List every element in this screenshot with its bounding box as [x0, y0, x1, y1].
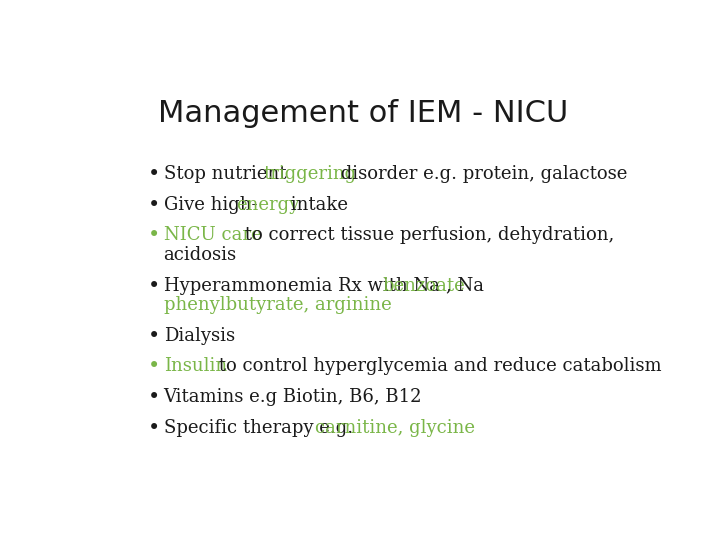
Text: Vitamins e.g Biotin, B6, B12: Vitamins e.g Biotin, B6, B12 — [163, 388, 422, 406]
Text: intake: intake — [285, 195, 348, 214]
Text: Hyperammonemia Rx with Na: Hyperammonemia Rx with Na — [163, 276, 446, 294]
Text: phenylbutyrate, arginine: phenylbutyrate, arginine — [163, 296, 392, 314]
Text: carnitine, glycine: carnitine, glycine — [315, 419, 474, 437]
Text: Give high-: Give high- — [163, 195, 257, 214]
Text: Management of IEM - NICU: Management of IEM - NICU — [158, 99, 569, 129]
Text: triggering: triggering — [263, 165, 356, 183]
Text: •: • — [148, 388, 161, 407]
Text: •: • — [148, 165, 161, 184]
Text: benzoate: benzoate — [382, 276, 464, 294]
Text: to control hyperglycemia and reduce catabolism: to control hyperglycemia and reduce cata… — [212, 357, 661, 375]
Text: •: • — [148, 327, 161, 346]
Text: Insulin: Insulin — [163, 357, 227, 375]
Text: to correct tissue perfusion, dehydration,: to correct tissue perfusion, dehydration… — [239, 226, 615, 245]
Text: •: • — [148, 226, 161, 246]
Text: Dialysis: Dialysis — [163, 327, 235, 345]
Text: Specific therapy e.g.: Specific therapy e.g. — [163, 419, 359, 437]
Text: •: • — [148, 276, 161, 295]
Text: disorder e.g. protein, galactose: disorder e.g. protein, galactose — [336, 165, 628, 183]
Text: Stop nutrient: Stop nutrient — [163, 165, 292, 183]
Text: •: • — [148, 195, 161, 215]
Text: , Na: , Na — [446, 276, 484, 294]
Text: NICU care: NICU care — [163, 226, 261, 245]
Text: •: • — [148, 419, 161, 438]
Text: •: • — [148, 357, 161, 376]
Text: energy: energy — [236, 195, 300, 214]
Text: acidosis: acidosis — [163, 246, 237, 264]
